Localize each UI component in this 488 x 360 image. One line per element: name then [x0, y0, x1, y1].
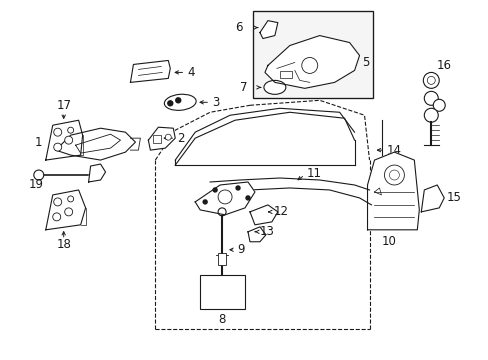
Text: 8: 8 — [218, 313, 225, 326]
Polygon shape — [367, 152, 419, 230]
Text: 2: 2 — [177, 132, 184, 145]
Text: 1: 1 — [35, 136, 42, 149]
Text: 4: 4 — [187, 66, 194, 79]
Text: 14: 14 — [386, 144, 401, 157]
Circle shape — [424, 91, 437, 105]
Text: 12: 12 — [273, 205, 288, 219]
Circle shape — [218, 190, 232, 204]
Bar — [200, 275, 244, 310]
Circle shape — [388, 170, 399, 180]
Polygon shape — [148, 127, 175, 150]
Circle shape — [53, 213, 61, 221]
Circle shape — [54, 128, 61, 136]
Text: 5: 5 — [362, 56, 369, 69]
Circle shape — [423, 72, 438, 88]
Polygon shape — [195, 182, 254, 215]
Polygon shape — [264, 36, 359, 88]
Circle shape — [54, 143, 61, 151]
Bar — [218, 253, 225, 265]
Polygon shape — [260, 21, 277, 39]
Text: 19: 19 — [28, 179, 43, 192]
Circle shape — [167, 101, 172, 106]
Text: 18: 18 — [56, 238, 71, 251]
Text: 16: 16 — [435, 59, 450, 72]
Circle shape — [432, 99, 444, 111]
Circle shape — [427, 76, 434, 84]
Text: 13: 13 — [260, 225, 274, 238]
Polygon shape — [130, 60, 170, 82]
Circle shape — [64, 136, 73, 144]
Text: 9: 9 — [237, 243, 244, 256]
Circle shape — [64, 208, 73, 216]
Polygon shape — [249, 205, 277, 225]
Polygon shape — [46, 190, 85, 230]
Polygon shape — [88, 164, 105, 182]
Circle shape — [67, 127, 74, 133]
Circle shape — [213, 188, 217, 192]
Polygon shape — [56, 128, 135, 160]
Circle shape — [67, 196, 74, 202]
Ellipse shape — [264, 80, 285, 94]
Circle shape — [54, 198, 61, 206]
Ellipse shape — [164, 94, 196, 111]
Bar — [153, 135, 161, 143]
Polygon shape — [421, 185, 443, 212]
Text: 10: 10 — [381, 235, 396, 248]
Text: 15: 15 — [446, 192, 460, 204]
Text: 7: 7 — [240, 81, 247, 94]
Circle shape — [245, 196, 249, 200]
Circle shape — [301, 58, 317, 73]
Circle shape — [34, 170, 44, 180]
Bar — [279, 71, 291, 78]
Text: 17: 17 — [56, 99, 71, 112]
Circle shape — [384, 165, 404, 185]
Polygon shape — [247, 227, 265, 242]
Polygon shape — [46, 120, 82, 160]
Text: 3: 3 — [212, 96, 219, 109]
Bar — [252, 11, 372, 98]
Circle shape — [175, 98, 181, 103]
Circle shape — [218, 208, 225, 216]
Circle shape — [203, 200, 207, 204]
Circle shape — [424, 108, 437, 122]
Circle shape — [236, 186, 240, 190]
Text: 6: 6 — [235, 21, 242, 34]
Circle shape — [165, 134, 171, 140]
Text: 11: 11 — [306, 167, 321, 180]
